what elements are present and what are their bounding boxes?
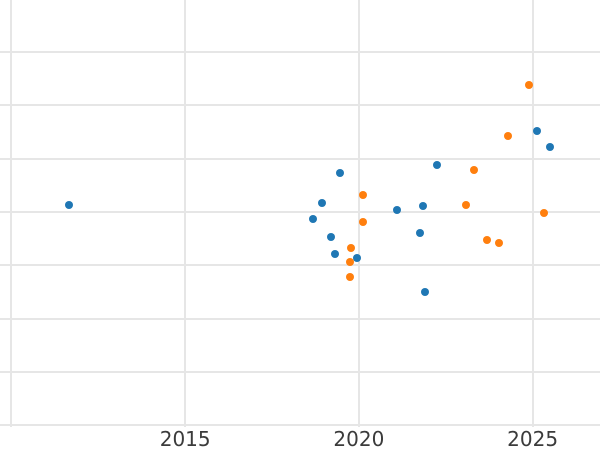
data-point-orange-series [358, 190, 367, 199]
data-point-orange-series [345, 273, 354, 282]
data-point-blue-series [532, 127, 541, 136]
vertical-gridline [184, 0, 187, 427]
data-point-orange-series [482, 236, 491, 245]
horizontal-gridline [0, 371, 600, 374]
data-point-blue-series [545, 142, 554, 151]
horizontal-gridline [0, 317, 600, 320]
data-point-orange-series [461, 200, 470, 209]
data-point-blue-series [392, 205, 401, 214]
horizontal-gridline [0, 424, 600, 427]
data-point-blue-series [318, 198, 327, 207]
data-point-blue-series [432, 160, 441, 169]
horizontal-gridline [0, 210, 600, 213]
data-point-blue-series [420, 287, 429, 296]
vertical-gridline [10, 0, 13, 427]
data-point-orange-series [358, 218, 367, 227]
x-tick-label-2015: 2015 [159, 427, 211, 450]
data-point-orange-series [503, 132, 512, 141]
vertical-gridline [357, 0, 360, 427]
data-point-orange-series [345, 258, 354, 267]
data-point-blue-series [352, 253, 361, 262]
data-point-blue-series [330, 250, 339, 259]
vertical-gridline [531, 0, 534, 427]
data-point-blue-series [335, 168, 344, 177]
horizontal-gridline [0, 157, 600, 160]
data-point-blue-series [65, 200, 74, 209]
data-point-orange-series [524, 80, 533, 89]
data-point-orange-series [469, 166, 478, 175]
data-point-orange-series [494, 238, 503, 247]
horizontal-gridline [0, 104, 600, 107]
data-point-orange-series [346, 244, 355, 253]
horizontal-gridline [0, 50, 600, 53]
data-point-orange-series [539, 208, 548, 217]
data-point-blue-series [309, 214, 318, 223]
data-point-blue-series [418, 202, 427, 211]
data-point-blue-series [415, 229, 424, 238]
x-tick-label-2020: 2020 [333, 427, 385, 450]
horizontal-gridline [0, 264, 600, 267]
data-point-blue-series [326, 233, 335, 241]
x-tick-label-2025: 2025 [507, 427, 559, 450]
